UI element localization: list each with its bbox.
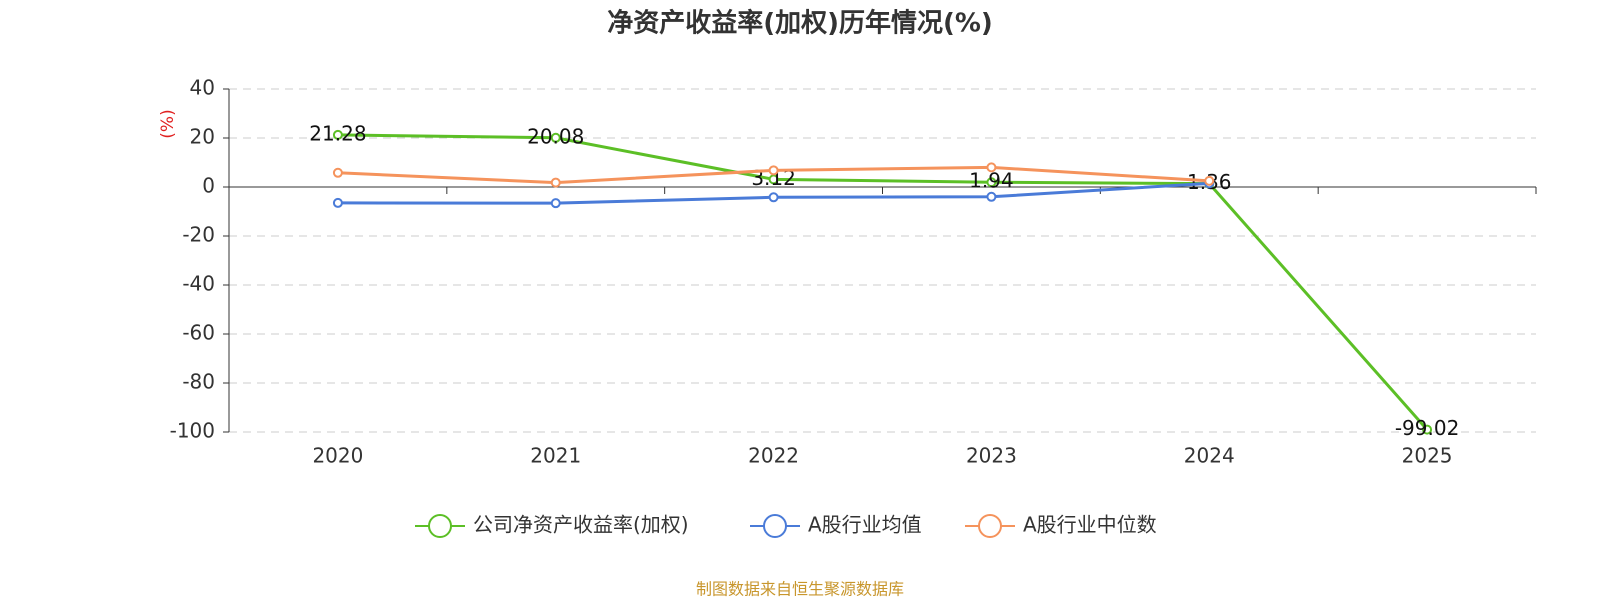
x-tick-label: 2022	[748, 444, 799, 468]
series-line	[337, 133, 1429, 431]
y-axis-label: (%)	[158, 109, 178, 138]
data-label: 21.28	[309, 121, 366, 145]
data-point	[550, 132, 561, 143]
y-tick-label: 20	[190, 125, 215, 149]
data-point	[1422, 424, 1433, 435]
data-label: -99.02	[1395, 416, 1459, 440]
data-point	[1204, 175, 1215, 186]
x-tick-label: 2020	[312, 444, 363, 468]
data-point	[986, 177, 997, 188]
data-point	[332, 197, 343, 208]
y-tick-label: -20	[182, 223, 215, 247]
legend-label: A股行业中位数	[1023, 513, 1157, 537]
data-point	[768, 192, 779, 203]
x-tick-label: 2021	[530, 444, 581, 468]
x-tick-label: 2025	[1402, 444, 1453, 468]
x-tick-label: 2023	[966, 444, 1017, 468]
y-tick-label: -80	[182, 370, 215, 394]
data-point	[768, 174, 779, 185]
data-label: 1.94	[969, 169, 1014, 193]
data-point	[986, 162, 997, 173]
data-point	[550, 198, 561, 209]
data-point	[768, 165, 779, 176]
x-tick-label: 2024	[1184, 444, 1235, 468]
source-note: 制图数据来自恒生聚源数据库	[696, 580, 904, 599]
y-tick-label: -40	[182, 272, 215, 296]
data-point	[332, 129, 343, 140]
chart-title: 净资产收益率(加权)历年情况(%)	[607, 8, 993, 39]
legend-marker	[763, 514, 787, 538]
legend-marker	[428, 514, 452, 538]
data-point	[332, 167, 343, 178]
y-tick-label: -60	[182, 321, 215, 345]
y-tick-label: -100	[170, 419, 215, 443]
y-tick-label: 0	[202, 174, 215, 198]
data-point	[986, 191, 997, 202]
legend-label: A股行业均值	[808, 513, 922, 537]
legend-marker	[978, 514, 1002, 538]
y-tick-label: 40	[190, 76, 215, 100]
data-point	[550, 177, 561, 188]
legend-label: 公司净资产收益率(加权)	[473, 513, 689, 537]
data-label: 20.08	[527, 124, 584, 148]
